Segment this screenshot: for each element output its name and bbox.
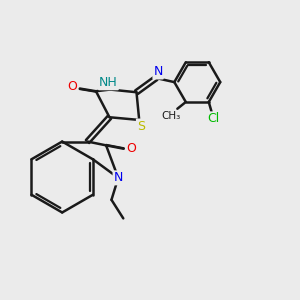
Text: S: S bbox=[137, 119, 145, 133]
Text: Cl: Cl bbox=[207, 112, 219, 125]
Text: O: O bbox=[68, 80, 77, 93]
Text: N: N bbox=[113, 171, 123, 184]
Text: O: O bbox=[126, 142, 136, 155]
Text: NH: NH bbox=[99, 76, 118, 89]
Text: N: N bbox=[153, 65, 163, 79]
Text: CH₃: CH₃ bbox=[162, 110, 181, 121]
